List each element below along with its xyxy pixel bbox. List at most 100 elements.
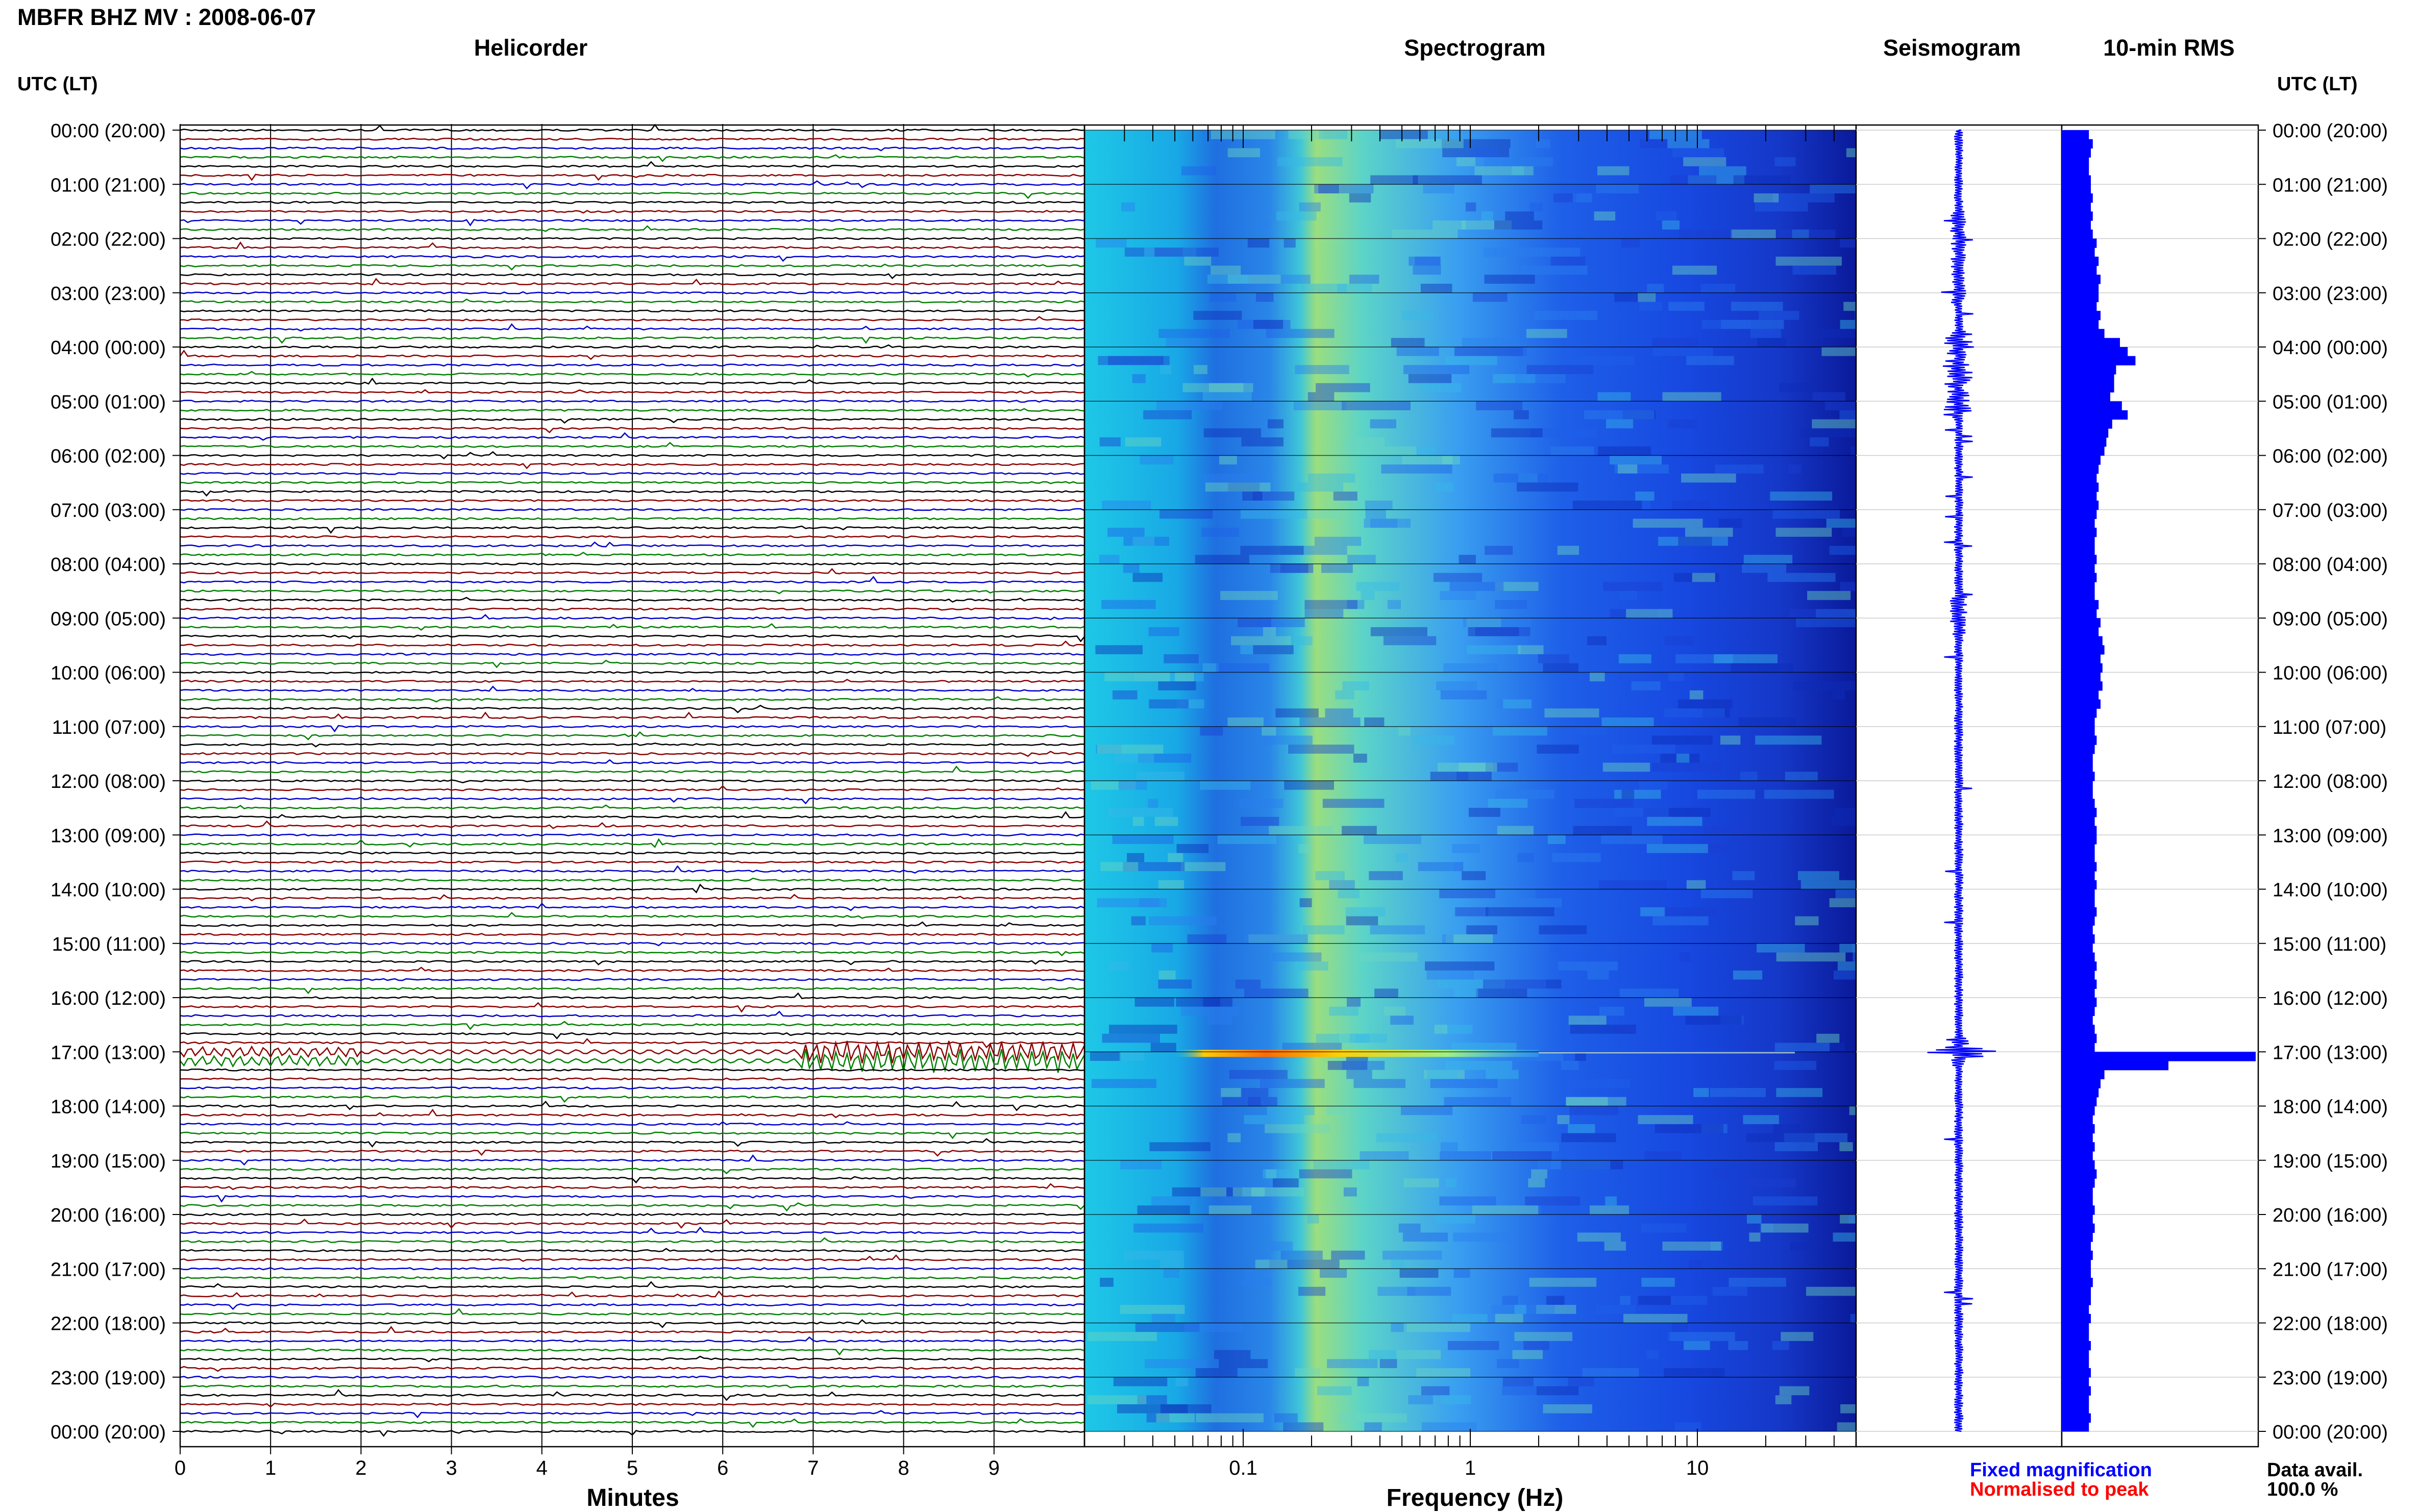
spectrogram-cell [1395,139,1464,148]
spectrogram-cell [1702,708,1730,717]
spectrogram-cell [1792,229,1809,239]
spectrogram-cell [1778,229,1836,239]
spectrogram-cell [1208,1205,1252,1214]
spectrogram-cell [1095,645,1143,655]
helicorder-trace [180,517,1085,520]
spectrogram-cell [1231,636,1291,646]
spectrogram-cell [1140,455,1174,465]
spectrogram-cell [1647,816,1702,826]
rms-bar [2062,1214,2093,1224]
helicorder-trace [180,811,1085,819]
spectrogram-cell [1542,1205,1611,1214]
rms-bar [2062,970,2095,980]
spectrogram-cell [1102,1033,1160,1043]
spectrogram-cell [1202,392,1252,402]
rms-bar [2062,1259,2091,1269]
spectrogram-cell [1757,943,1805,953]
spectrogram-cell [1485,762,1518,772]
spectrogram-cell [1674,573,1719,582]
spectrogram-cell [1227,275,1281,284]
spectrogram-cell [1102,501,1151,510]
spectrogram-cell [1314,536,1362,546]
spectrogram-cell [1563,428,1597,438]
hour-label-left: 02:00 (22:00) [51,229,166,251]
spectrogram-cell [1466,925,1497,934]
spectrogram-cell [1436,482,1453,492]
spectrogram-cell [1239,799,1283,808]
spectrogram-cell [1210,292,1237,302]
spectrogram-cell [1670,1296,1708,1305]
helicorder-trace [180,237,1085,240]
helicorder-trace [180,820,1085,829]
spectrogram-cell [1391,1259,1405,1269]
spectrogram-cell [1360,1151,1409,1160]
spectrogram-cell [1798,871,1839,880]
spectrogram-cell [1335,690,1354,700]
helicorder-trace [180,960,1085,965]
spectrogram-cell [1557,546,1579,555]
spectrogram-cell [1104,672,1170,682]
spectrogram-cell [1727,1250,1749,1260]
rms-bar [2062,446,2105,456]
spectrogram-cell [1589,672,1605,682]
spectrogram-cell [1644,1151,1682,1160]
spectrogram-cell [1587,636,1607,646]
spectrogram-cell [1746,1133,1815,1143]
helicorder-trace [180,408,1085,412]
spectrogram-cell [1713,1169,1729,1179]
spectrogram-cell [1590,1205,1629,1214]
hour-label-left: 00:00 (20:00) [51,1422,166,1443]
helicorder-trace [180,1095,1085,1103]
spectrogram-cell [1381,464,1452,474]
spectrogram-cell [1159,1259,1184,1269]
minute-tick-label: 0 [175,1457,186,1479]
spectrogram-cell [1594,211,1616,221]
rms-title: 10-min RMS [2103,35,2235,61]
helicorder-trace [180,541,1085,548]
spectrogram-cell [1409,256,1440,266]
helicorder-trace [180,1195,1085,1203]
spectrogram-cell [1339,1413,1408,1423]
spectrogram-cell [1529,1278,1597,1287]
spectrogram-cell [1689,1259,1703,1269]
rms-bar [2062,1296,2091,1305]
spectrogram-cell [1121,202,1135,212]
spectrogram-cell [1536,889,1558,899]
helicorder-trace [180,535,1085,538]
spectrogram-cell [1296,482,1344,492]
spectrogram-cell [1353,1079,1405,1088]
spectrogram-cell [1280,564,1309,573]
spectrogram-cell [1664,708,1725,717]
spectrogram-cell [1107,528,1145,537]
rms-bar [2062,130,2089,140]
helicorder-trace [180,1067,1085,1072]
rms-bar [2062,1079,2101,1088]
spectrogram-cell [1145,1359,1207,1368]
helicorder-trace [180,1226,1085,1234]
rms-bar [2062,1025,2095,1034]
helicorder-trace [180,652,1085,656]
spectrogram-cell [1158,970,1176,980]
spectrogram-cell [1455,907,1489,916]
helicorder-trace [180,1308,1085,1316]
helicorder-trace [180,902,1085,911]
spectrogram-cell [1396,347,1439,356]
spectrogram-cell [1353,753,1367,763]
rms-bar [2062,672,2101,682]
spectrogram-cell [1784,1133,1848,1143]
rms-bar [2062,464,2099,474]
spectrogram-cell [1577,1232,1621,1242]
spectrogram-cell [1485,546,1513,555]
spectrogram-cell [1553,193,1576,203]
hour-label-left: 10:00 (06:00) [51,663,166,684]
spectrogram-cell [1270,1242,1293,1251]
spectrogram-cell [1792,681,1858,690]
rms-bar [2062,265,2097,275]
spectrogram-cell [1622,410,1656,419]
spectrogram-cell [1652,347,1713,356]
spectrogram-cell [1502,1386,1537,1396]
spectrogram-cell [1090,1052,1121,1061]
spectrogram-cell [1459,555,1476,564]
helicorder-trace [180,759,1085,764]
spectrogram-cell [1256,618,1305,627]
